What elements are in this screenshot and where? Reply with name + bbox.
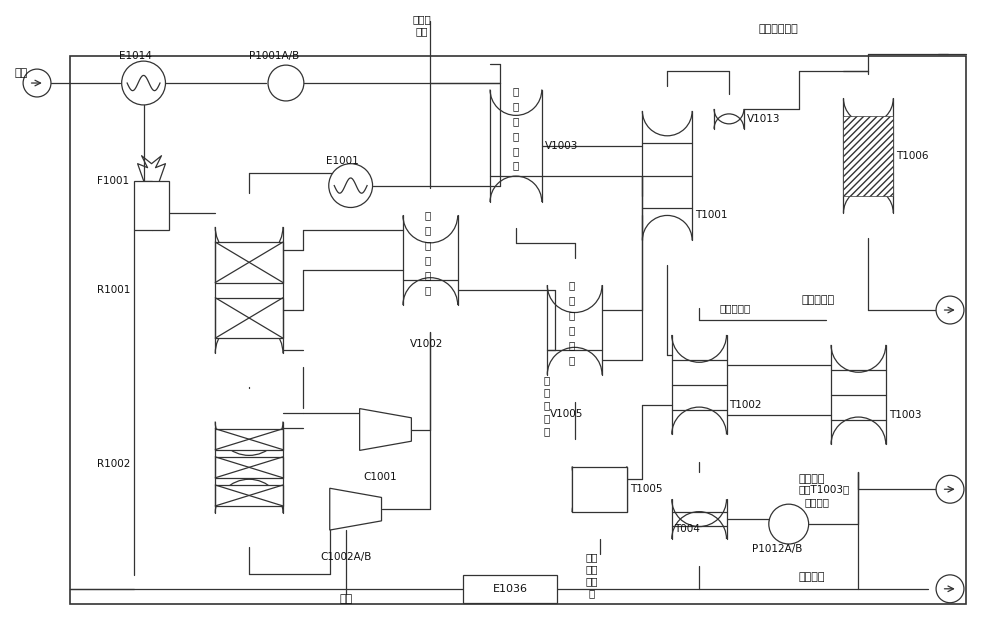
- Bar: [843, 116, 893, 196]
- Bar: [215, 485, 283, 506]
- Text: 器: 器: [569, 355, 575, 365]
- Text: F1001: F1001: [97, 175, 129, 185]
- Circle shape: [769, 504, 809, 544]
- Bar: [134, 180, 169, 230]
- Text: 离: 离: [513, 146, 519, 156]
- Bar: [70, 56, 966, 604]
- Text: 至溶: 至溶: [585, 552, 598, 562]
- Text: T1003: T1003: [889, 410, 921, 420]
- Text: 热: 热: [424, 210, 430, 220]
- Text: 分: 分: [424, 255, 430, 265]
- Text: V1003: V1003: [545, 141, 578, 151]
- Text: 溶: 溶: [544, 413, 550, 423]
- Text: P1012A/B: P1012A/B: [752, 544, 802, 554]
- Text: 冷: 冷: [513, 86, 519, 96]
- Text: 剂: 剂: [544, 427, 550, 437]
- Circle shape: [936, 575, 964, 603]
- Text: V1005: V1005: [550, 409, 583, 419]
- Text: T1005: T1005: [630, 484, 662, 494]
- Circle shape: [329, 164, 373, 208]
- Bar: [463, 575, 557, 603]
- Text: 分: 分: [569, 325, 575, 335]
- Text: 器: 器: [513, 161, 519, 171]
- Text: 新氢: 新氢: [339, 594, 352, 604]
- Text: 离: 离: [424, 270, 430, 280]
- Text: 脱乙烷塔: 脱乙烷塔: [799, 474, 825, 484]
- Text: 送出装置: 送出装置: [799, 572, 825, 582]
- Bar: [215, 298, 283, 338]
- Text: R1002: R1002: [97, 460, 130, 469]
- Text: 至轻烃吸收塔: 至轻烃吸收塔: [759, 24, 799, 34]
- Text: E1014: E1014: [119, 51, 152, 61]
- Text: 压: 压: [569, 310, 575, 320]
- Text: 冷: 冷: [569, 280, 575, 290]
- Bar: [572, 467, 627, 511]
- Polygon shape: [360, 408, 411, 451]
- Text: T1002: T1002: [729, 399, 762, 410]
- Text: R1001: R1001: [97, 285, 130, 295]
- Text: 至污油总管: 至污油总管: [719, 303, 750, 313]
- Circle shape: [936, 475, 964, 503]
- Circle shape: [936, 296, 964, 324]
- Text: 作为T1003重: 作为T1003重: [799, 484, 850, 494]
- Text: E1001: E1001: [326, 156, 359, 166]
- Circle shape: [122, 61, 165, 105]
- Bar: [215, 242, 283, 282]
- Text: C1001: C1001: [364, 472, 397, 482]
- Text: 高: 高: [513, 101, 519, 111]
- Text: 生: 生: [544, 387, 550, 398]
- Text: V1002: V1002: [410, 339, 444, 349]
- Text: 再: 再: [544, 375, 550, 385]
- Text: 剂再: 剂再: [585, 564, 598, 574]
- Text: 器: 器: [424, 285, 430, 295]
- Circle shape: [268, 65, 304, 101]
- Text: 生部: 生部: [585, 576, 598, 586]
- Circle shape: [23, 69, 51, 97]
- Polygon shape: [330, 488, 382, 530]
- Text: 高: 高: [424, 225, 430, 235]
- Text: 沸炉热源: 沸炉热源: [805, 497, 830, 507]
- Text: 离: 离: [569, 340, 575, 350]
- Text: 分: 分: [513, 131, 519, 141]
- Text: T004: T004: [674, 524, 700, 534]
- Text: P1001A/B: P1001A/B: [249, 51, 299, 61]
- Bar: [215, 429, 283, 449]
- Text: 贫: 贫: [544, 401, 550, 411]
- Text: E1036: E1036: [492, 584, 527, 594]
- Text: 压: 压: [424, 241, 430, 250]
- Text: 合氢: 合氢: [415, 26, 428, 36]
- Text: V1013: V1013: [747, 114, 780, 124]
- Text: 压: 压: [513, 116, 519, 126]
- Text: T1001: T1001: [695, 210, 728, 220]
- Text: 石脑油分馏: 石脑油分馏: [802, 295, 835, 305]
- Text: 分: 分: [588, 588, 595, 598]
- Text: C1002A/B: C1002A/B: [320, 552, 371, 562]
- Text: 少量混: 少量混: [412, 15, 431, 24]
- Bar: [215, 457, 283, 478]
- Text: 原料: 原料: [14, 68, 27, 78]
- Text: 低: 低: [569, 295, 575, 305]
- Text: T1006: T1006: [896, 151, 929, 161]
